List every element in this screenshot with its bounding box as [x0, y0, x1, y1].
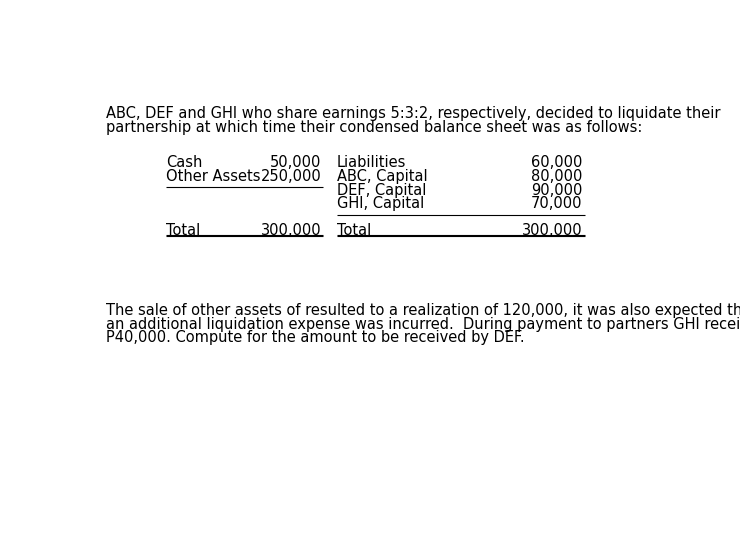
Text: partnership at which time their condensed balance sheet was as follows:: partnership at which time their condense… [107, 120, 643, 135]
Text: 50,000: 50,000 [270, 155, 321, 170]
Text: 300,000: 300,000 [522, 223, 582, 238]
Text: 60,000: 60,000 [531, 155, 582, 170]
Text: 70,000: 70,000 [531, 196, 582, 212]
Text: 250,000: 250,000 [260, 168, 321, 184]
Text: ABC, DEF and GHI who share earnings 5:3:2, respectively, decided to liquidate th: ABC, DEF and GHI who share earnings 5:3:… [107, 106, 721, 122]
Text: Other Assets: Other Assets [166, 168, 260, 184]
Text: 300,000: 300,000 [260, 223, 321, 238]
Text: 80,000: 80,000 [531, 168, 582, 184]
Text: Cash: Cash [166, 155, 203, 170]
Text: P40,000. Compute for the amount to be received by DEF.: P40,000. Compute for the amount to be re… [107, 330, 525, 345]
Text: an additional liquidation expense was incurred.  During payment to partners GHI : an additional liquidation expense was in… [107, 317, 740, 332]
Text: ABC, Capital: ABC, Capital [337, 168, 427, 184]
Text: Total: Total [337, 223, 371, 238]
Text: The sale of other assets of resulted to a realization of 120,000, it was also ex: The sale of other assets of resulted to … [107, 303, 740, 318]
Text: GHI, Capital: GHI, Capital [337, 196, 424, 212]
Text: DEF, Capital: DEF, Capital [337, 182, 426, 198]
Text: 90,000: 90,000 [531, 182, 582, 198]
Text: Liabilities: Liabilities [337, 155, 406, 170]
Text: Total: Total [166, 223, 201, 238]
